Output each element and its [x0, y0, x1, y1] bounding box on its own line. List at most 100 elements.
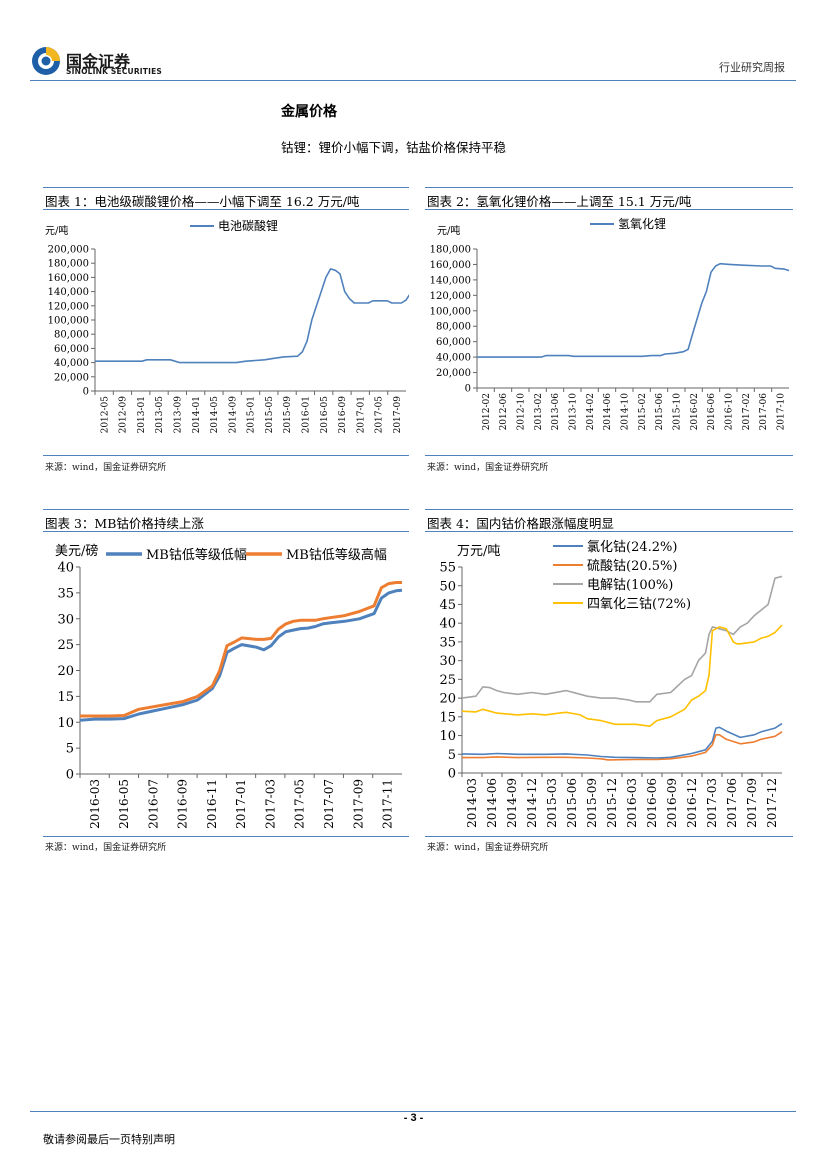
- series-line-3: [461, 624, 783, 727]
- y-tick-label: 0: [465, 384, 471, 395]
- series-line-2: [461, 575, 783, 703]
- y-axis-label: 元/吨: [437, 224, 460, 237]
- y-tick-label: 100,000: [48, 316, 89, 327]
- y-tick-label: 5: [448, 748, 456, 763]
- fig2-source: 来源：wind，国金证券研究所: [427, 463, 549, 473]
- y-tick-label: 20,000: [436, 368, 471, 379]
- x-tick-label: 2016-05: [117, 779, 131, 829]
- y-tick-label: 35: [57, 586, 74, 601]
- x-tick-label: 2013-01: [137, 396, 147, 433]
- x-tick-label: 2014-05: [210, 396, 220, 434]
- y-tick-label: 50: [439, 579, 456, 594]
- report-type: 行业研究周报: [719, 61, 785, 74]
- y-tick-label: 80,000: [54, 330, 89, 341]
- x-tick-label: 2015-02: [638, 393, 648, 430]
- x-tick-label: 2016-09: [338, 396, 348, 434]
- x-tick-label: 2012-06: [499, 393, 509, 431]
- x-tick-label: 2017-06: [759, 393, 769, 431]
- footer-disclaimer: 敬请参阅最后一页特别声明: [43, 1133, 175, 1146]
- chart-lithium-carbonate: 元/吨 0 20,000 40,000 60,000 80,000 100,000 120,0…: [45, 218, 409, 434]
- logo-text-cn: 国金证券: [66, 52, 131, 71]
- series-line-0: [477, 262, 790, 358]
- x-tick-label: 2013-06: [551, 393, 561, 431]
- x-tick-label: 2014-06: [603, 393, 613, 431]
- y-tick-label: 180,000: [430, 245, 471, 256]
- y-tick-label: 30: [57, 612, 74, 627]
- y-tick-label: 160,000: [48, 273, 89, 284]
- y-tick-label: 55: [439, 561, 456, 576]
- fig2-title: 图表 2：氢氧化锂价格——上调至 15.1 万元/吨: [427, 194, 692, 209]
- series-line-0: [95, 268, 409, 364]
- x-tick-label: 2016-01: [302, 396, 312, 433]
- y-tick-label: 200,000: [48, 245, 89, 256]
- x-tick-label: 2013-05: [155, 396, 165, 434]
- x-tick-label: 2015-09: [585, 778, 599, 828]
- fig1-title-rule: [43, 209, 409, 210]
- legend-label: 电池碳酸锂: [218, 218, 278, 233]
- fig4-source: 来源：wind，国金证券研究所: [427, 843, 549, 853]
- x-tick-label: 2014-10: [620, 393, 630, 431]
- x-tick-label: 2017-09: [745, 778, 759, 828]
- fig1-bottom-rule: [43, 455, 409, 456]
- y-tick-label: 30: [439, 654, 456, 669]
- x-tick-label: 2017-01: [234, 779, 248, 829]
- x-tick-label: 2015-06: [655, 393, 665, 431]
- y-tick-label: 40: [439, 617, 456, 632]
- x-tick-label: 2017-11: [381, 779, 395, 829]
- page-number: - 3 -: [403, 1112, 424, 1124]
- x-tick-label: 2014-01: [192, 396, 202, 433]
- x-tick-label: 2015-03: [545, 778, 559, 828]
- chart-lithium-hydroxide: 元/吨 0 20,000 40,000 60,000 80,000 100,000 120,0…: [430, 216, 790, 431]
- x-tick-label: 2013-09: [173, 396, 183, 434]
- y-tick-label: 40,000: [436, 353, 471, 364]
- x-tick-label: 2014-06: [485, 778, 499, 828]
- y-tick-label: 180,000: [48, 259, 89, 270]
- y-tick-label: 20: [57, 664, 74, 679]
- y-tick-label: 40,000: [54, 358, 89, 369]
- fig3-bottom-rule: [43, 836, 409, 837]
- x-tick-label: 2017-02: [742, 393, 752, 430]
- fig4-top-rule: [425, 509, 793, 510]
- x-tick-label: 2016-03: [625, 778, 639, 828]
- x-tick-label: 2016-02: [690, 393, 700, 430]
- fig1-title: 图表 1：电池级碳酸锂价格——小幅下调至 16.2 万元/吨: [45, 194, 360, 209]
- x-tick-label: 2016-10: [724, 393, 734, 431]
- header-rule: [30, 80, 796, 81]
- legend-label: 四氧化三钴(72%): [587, 597, 691, 612]
- fig1-source: 来源：wind，国金证券研究所: [45, 463, 167, 473]
- legend-label: MB钴低等级高幅: [286, 547, 387, 563]
- legend-label: 硫酸钴(20.5%): [587, 559, 677, 574]
- x-tick-label: 2017-10: [776, 393, 786, 431]
- legend-label: MB钴低等级低幅: [146, 547, 247, 563]
- y-tick-label: 140,000: [48, 287, 89, 298]
- x-tick-label: 2015-06: [565, 778, 579, 828]
- x-tick-label: 2017-12: [765, 778, 779, 828]
- x-tick-label: 2016-06: [645, 778, 659, 828]
- legend-label: 氯化钴(24.2%): [587, 540, 677, 555]
- y-tick-label: 15: [439, 710, 456, 725]
- fig4-title: 图表 4：国内钴价格跟涨幅度明显: [427, 516, 614, 531]
- x-tick-label: 2017-03: [705, 778, 719, 828]
- fig4-bottom-rule: [425, 836, 793, 837]
- y-tick-label: 80,000: [436, 322, 471, 333]
- series-line-0: [461, 722, 783, 759]
- x-tick-label: 2012-02: [482, 393, 492, 430]
- section-subtitle: 钴锂：锂价小幅下调，钴盐价格保持平稳: [281, 140, 507, 155]
- fig3-top-rule: [43, 509, 409, 510]
- section-title: 金属价格: [281, 104, 337, 120]
- x-tick-label: 2016-12: [685, 778, 699, 828]
- fig3-title-rule: [43, 531, 409, 532]
- y-tick-label: 60,000: [436, 337, 471, 348]
- logo-text-en: SINOLINK SECURITIES: [66, 67, 163, 76]
- y-tick-label: 0: [448, 767, 456, 782]
- y-axis-label: 美元/磅: [55, 543, 98, 559]
- fig3-title: 图表 3：MB钴价格持续上涨: [45, 516, 204, 531]
- fig2-top-rule: [425, 187, 793, 188]
- x-tick-label: 2012-05: [100, 396, 110, 434]
- x-tick-label: 2017-06: [725, 778, 739, 828]
- logo-icon: [32, 47, 60, 75]
- y-tick-label: 10: [439, 729, 456, 744]
- series-line-1: [462, 731, 783, 761]
- x-tick-label: 2014-03: [465, 778, 479, 828]
- x-tick-label: 2016-09: [176, 779, 190, 829]
